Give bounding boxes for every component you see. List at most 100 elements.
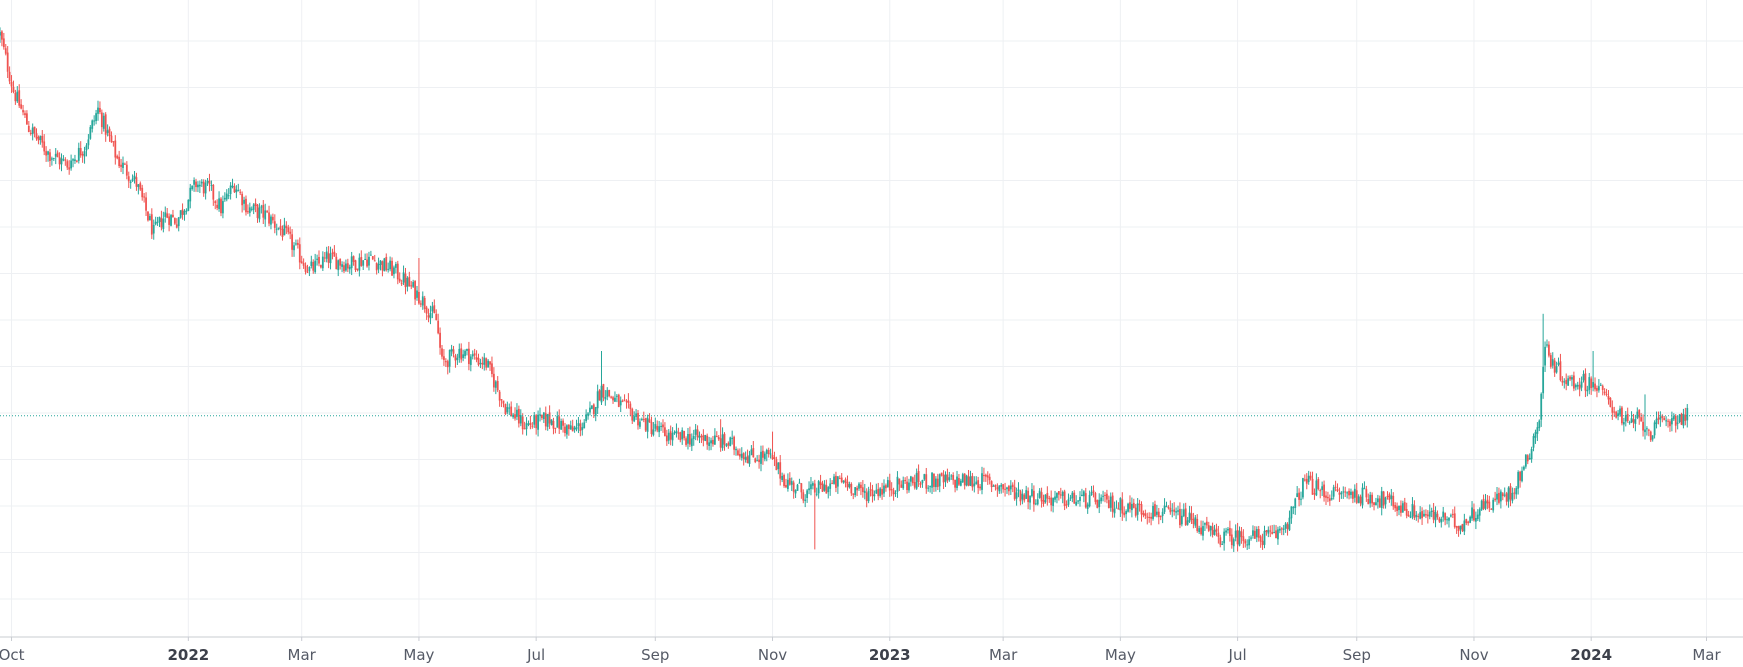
candle[interactable] [1284,522,1287,533]
candle[interactable] [886,476,889,488]
candle[interactable] [1271,525,1274,535]
candle[interactable] [133,170,136,184]
candle[interactable] [268,205,270,227]
candle[interactable] [810,477,812,496]
candle[interactable] [727,441,730,449]
candle[interactable] [1125,509,1128,522]
candle[interactable] [1146,512,1149,525]
candle[interactable] [571,419,574,432]
candle[interactable] [1669,419,1671,432]
candle[interactable] [185,208,188,215]
candle[interactable] [909,475,912,487]
candle[interactable] [79,141,82,158]
candle[interactable] [479,358,482,369]
candle[interactable] [1207,521,1210,533]
candle[interactable] [1574,383,1577,391]
candle[interactable] [320,264,322,269]
candle[interactable] [1519,470,1521,488]
candle[interactable] [91,119,94,133]
candle[interactable] [783,473,785,488]
candle[interactable] [785,478,787,489]
candle[interactable] [762,445,764,465]
candle[interactable] [281,225,284,241]
candle[interactable] [600,351,603,406]
candle[interactable] [696,425,699,441]
candle[interactable] [656,420,659,433]
candle[interactable] [4,43,7,56]
candle[interactable] [979,483,981,491]
candle[interactable] [733,435,735,456]
candle[interactable] [1075,495,1078,507]
candle[interactable] [854,486,857,498]
candle[interactable] [681,427,684,445]
candle[interactable] [235,185,238,199]
candle[interactable] [569,420,572,430]
candle[interactable] [262,200,265,225]
candle[interactable] [608,389,611,398]
candle[interactable] [1121,492,1124,521]
candle[interactable] [1367,493,1370,505]
candle[interactable] [690,433,693,452]
candle[interactable] [1521,466,1523,483]
candle[interactable] [527,420,530,427]
candle[interactable] [506,401,509,415]
candle[interactable] [1098,493,1101,514]
candle[interactable] [767,447,770,458]
candle[interactable] [1311,471,1314,495]
candle[interactable] [473,348,476,360]
candle[interactable] [1509,483,1512,507]
candle[interactable] [302,258,305,269]
candle[interactable] [1542,313,1545,399]
candle[interactable] [1079,491,1081,507]
candle[interactable] [1317,477,1320,491]
candle[interactable] [1676,415,1679,430]
candle[interactable] [1459,525,1462,535]
candle[interactable] [617,393,620,408]
candle[interactable] [1536,422,1539,442]
candle[interactable] [906,476,908,494]
candle[interactable] [1323,480,1325,502]
candle[interactable] [12,80,15,94]
candle[interactable] [798,478,801,484]
candle[interactable] [391,257,393,276]
candle[interactable] [1376,494,1379,509]
candle[interactable] [1000,482,1003,494]
candle[interactable] [1132,498,1135,509]
candle[interactable] [68,160,71,175]
candle[interactable] [441,344,443,360]
candle[interactable] [1530,446,1533,463]
candle[interactable] [1015,487,1018,506]
candle[interactable] [1234,524,1237,542]
candle[interactable] [1571,374,1573,387]
candle[interactable] [829,478,832,496]
candle[interactable] [1586,385,1589,397]
candle[interactable] [1,30,3,47]
candle[interactable] [379,260,382,271]
candle[interactable] [443,349,445,366]
candle[interactable] [131,174,134,182]
candle[interactable] [87,134,90,150]
candle[interactable] [1469,515,1472,524]
candle[interactable] [523,421,526,430]
candle[interactable] [18,84,21,108]
candle[interactable] [800,482,803,499]
candle[interactable] [835,471,837,493]
candle[interactable] [200,179,203,187]
candle[interactable] [49,148,51,167]
candle[interactable] [1215,523,1218,537]
candle[interactable] [1384,496,1387,509]
candle[interactable] [289,226,292,240]
candle[interactable] [890,482,893,497]
candle[interactable] [654,417,657,432]
candle[interactable] [1344,486,1347,498]
candle[interactable] [877,482,880,501]
candle[interactable] [1221,541,1224,545]
candle[interactable] [97,100,99,121]
candle[interactable] [1382,490,1385,509]
candle[interactable] [156,216,159,226]
candle[interactable] [358,253,361,277]
candle[interactable] [298,237,301,270]
candle[interactable] [158,216,161,228]
candle[interactable] [1613,406,1616,417]
candle[interactable] [1305,473,1308,490]
